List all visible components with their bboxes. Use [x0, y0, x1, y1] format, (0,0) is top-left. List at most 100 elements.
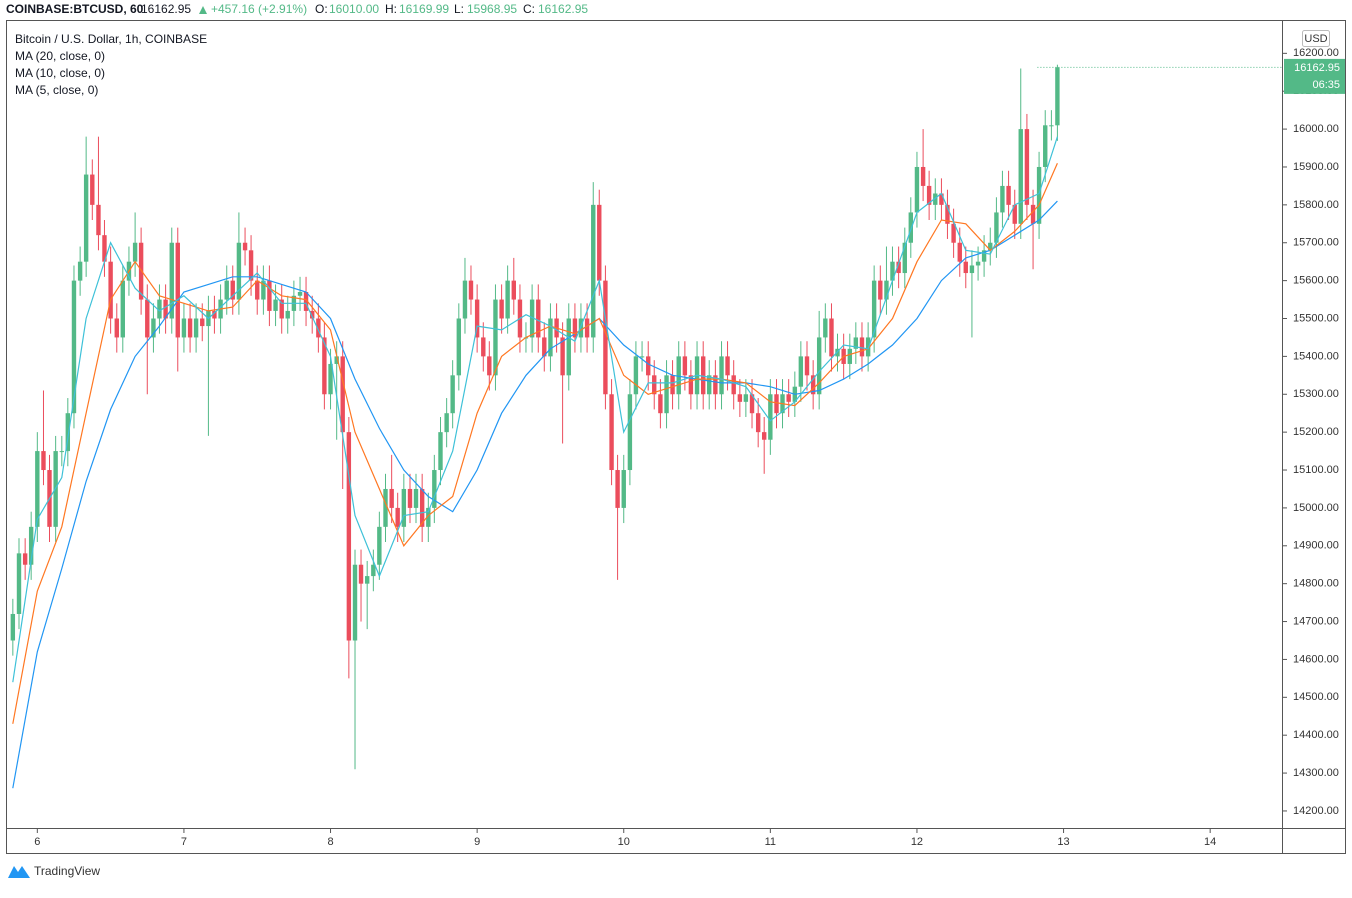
chart-title: Bitcoin / U.S. Dollar, 1h, COINBASE: [15, 32, 207, 46]
candle-body: [670, 375, 675, 395]
candle-body: [120, 280, 125, 338]
y-tick-label: 14300.00: [1293, 767, 1339, 779]
candle-body: [1018, 129, 1023, 224]
candle-body: [163, 299, 168, 319]
moving-average-line: [12, 162, 1058, 724]
candle-body: [468, 280, 474, 300]
candle-body: [273, 299, 278, 311]
candle-body: [847, 348, 853, 364]
y-tick-label: 16200.00: [1293, 47, 1339, 59]
candle-body: [542, 337, 547, 357]
open-label: O:: [315, 2, 328, 16]
candle-body: [951, 223, 956, 243]
candle-body: [22, 553, 28, 565]
price-tag: 16162.95 06:35: [1284, 58, 1345, 94]
candle-body: [658, 394, 663, 414]
candle-body: [28, 526, 34, 565]
candle-body: [804, 356, 810, 376]
candle-body: [609, 394, 614, 471]
candle-body: [114, 318, 119, 338]
last-price: 16162.95: [141, 2, 191, 16]
candle-body: [1043, 125, 1048, 167]
candle-body: [1000, 185, 1005, 213]
candle-body: [236, 242, 242, 300]
candle-body: [926, 185, 932, 205]
candle-body: [572, 318, 578, 338]
candle-body: [688, 375, 694, 395]
candle-body: [169, 242, 174, 319]
legend-entry: MA (5, close, 0): [15, 83, 98, 97]
candle-body: [255, 280, 260, 300]
candle-body: [481, 337, 486, 357]
candle-body: [871, 280, 877, 338]
candle-body: [297, 291, 303, 296]
candle-body: [267, 280, 272, 311]
candle-body: [981, 250, 987, 262]
currency[interactable]: USD: [1304, 33, 1327, 45]
symbol: COINBASE:BTCUSD, 60: [6, 2, 144, 16]
candle-body: [829, 318, 834, 357]
candle-body: [407, 488, 413, 508]
x-tick-label: 8: [327, 836, 333, 848]
candle-body: [713, 375, 718, 395]
candle-body: [310, 310, 315, 319]
candle-body: [1030, 204, 1036, 224]
candle-body: [358, 564, 364, 584]
x-tick-label: 7: [181, 836, 187, 848]
candle-body: [768, 394, 773, 440]
x-tick-label: 10: [618, 836, 630, 848]
candle-body: [96, 204, 101, 236]
candle-body: [303, 291, 309, 311]
candle-body: [151, 318, 156, 338]
candle-body: [1012, 204, 1017, 224]
currency-button[interactable]: [1302, 30, 1330, 47]
candle-body: [676, 356, 681, 395]
y-tick-label: 15800.00: [1293, 199, 1339, 211]
candle-body: [16, 553, 22, 614]
candle-body: [71, 280, 77, 414]
candle-body: [261, 280, 266, 300]
candle-body: [35, 451, 40, 527]
candle-body: [340, 356, 345, 433]
candle-body: [377, 526, 382, 565]
candle-body: [529, 299, 535, 338]
candle-body: [65, 413, 71, 452]
candle-body: [823, 318, 828, 338]
candle-body: [212, 310, 217, 319]
candle-body: [707, 375, 712, 395]
candle-body: [939, 193, 944, 205]
candle-body: [401, 488, 407, 527]
y-tick-label: 15300.00: [1293, 388, 1339, 400]
up-arrow-icon: [199, 6, 207, 14]
candle-body: [487, 356, 492, 376]
candle-body: [145, 299, 150, 338]
candle-body: [224, 280, 229, 300]
candle-body: [83, 174, 89, 262]
candle-body: [328, 363, 333, 395]
candle-body: [902, 242, 907, 274]
candle-body: [615, 470, 620, 508]
candle-body: [352, 564, 358, 641]
candle-body: [438, 432, 443, 471]
legend-entry: MA (20, close, 0): [15, 49, 105, 63]
price-axis: 14200.00 14300.00 14400.00 14500.00 14600.00…: [1282, 47, 1339, 817]
candle-body: [945, 204, 950, 224]
candle-body: [181, 318, 187, 338]
candle-body: [633, 356, 639, 395]
low-value: 15968.95: [467, 2, 517, 16]
candle-body: [859, 337, 865, 357]
candle-body: [432, 470, 437, 508]
candle-body: [774, 394, 779, 414]
candle-body: [896, 261, 901, 274]
candle-body: [865, 337, 871, 357]
candle-body: [90, 174, 95, 205]
candle-body: [364, 576, 370, 584]
moving-average-line: [12, 200, 1058, 789]
low-label: L:: [454, 2, 464, 16]
candle-body: [1036, 166, 1042, 224]
candle-body: [132, 242, 138, 262]
legend-entry: MA (10, close, 0): [15, 66, 105, 80]
